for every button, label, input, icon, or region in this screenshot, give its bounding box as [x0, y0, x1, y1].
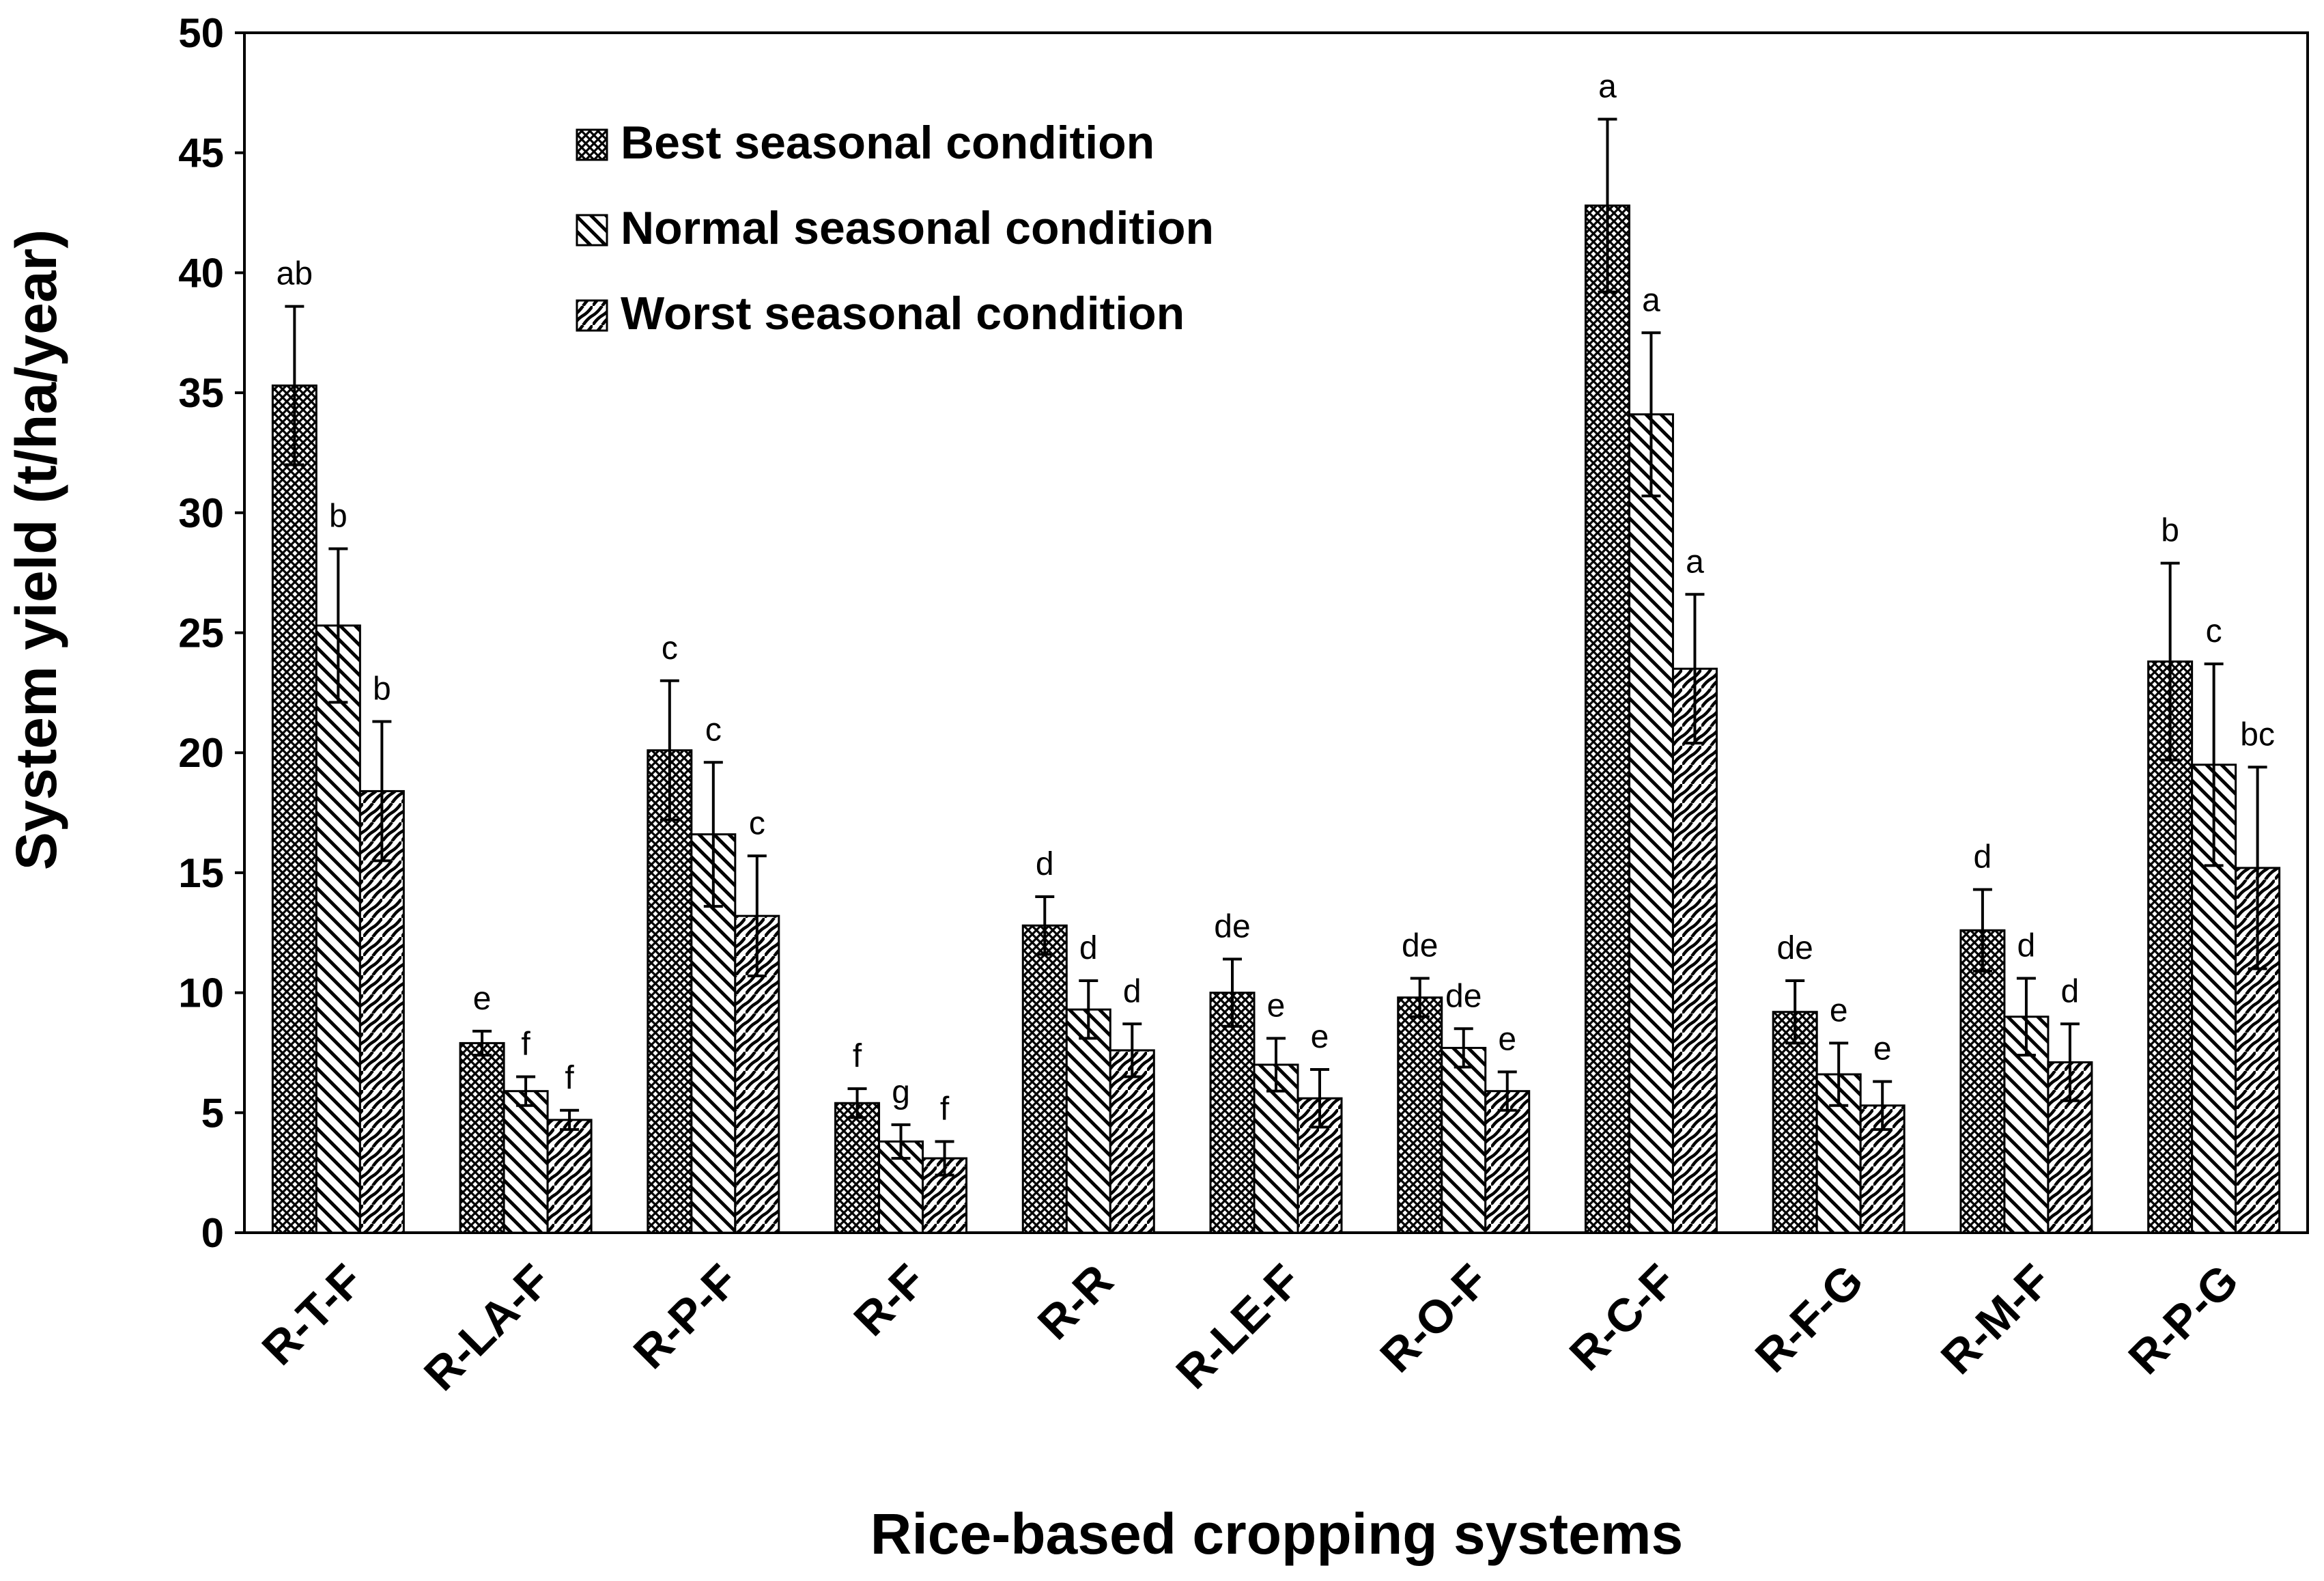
significance-label: e	[1873, 1031, 1892, 1067]
significance-label: c	[749, 805, 765, 841]
significance-label: e	[473, 981, 492, 1017]
significance-label: d	[1036, 846, 1054, 882]
bar	[1859, 1104, 1905, 1234]
y-tick-label: 10	[178, 970, 224, 1016]
legend-label: Worst seasonal condition	[621, 288, 1185, 339]
significance-label: a	[1598, 69, 1617, 105]
significance-label: e	[1830, 992, 1848, 1029]
x-category-label: R-C-F	[1559, 1255, 1686, 1381]
x-category-label: R-T-F	[252, 1255, 373, 1375]
x-category-label: R-F	[844, 1255, 935, 1346]
x-category-label: R-M-F	[1931, 1255, 2061, 1384]
bar	[546, 1119, 593, 1234]
y-tick-label: 25	[178, 611, 224, 656]
legend-swatch	[576, 214, 608, 247]
significance-label: de	[1402, 928, 1438, 964]
significance-label: bc	[2240, 716, 2275, 753]
significance-label: ab	[277, 256, 313, 292]
bar	[1253, 1063, 1299, 1234]
y-tick-label: 50	[178, 10, 224, 56]
bar	[1584, 204, 1630, 1234]
legend-label: Normal seasonal condition	[621, 202, 1214, 254]
y-tick-label: 0	[201, 1210, 224, 1256]
x-category-label: R-P-G	[2118, 1255, 2248, 1384]
significance-label: f	[940, 1091, 950, 1127]
x-category-label: R-LA-F	[414, 1255, 561, 1401]
significance-label: b	[2161, 513, 2179, 549]
bar	[1397, 996, 1443, 1234]
bar	[1441, 1046, 1487, 1234]
bar	[502, 1090, 549, 1234]
y-axis-title: System yield (t/ha/year)	[4, 229, 68, 870]
bar	[1109, 1049, 1155, 1234]
significance-label: b	[329, 499, 348, 535]
y-tick-label: 35	[178, 370, 224, 416]
y-tick-label: 20	[178, 730, 224, 776]
bar	[1772, 1011, 1818, 1234]
significance-label: f	[853, 1038, 862, 1074]
significance-label: e	[1311, 1019, 1329, 1055]
legend-swatch	[576, 128, 608, 161]
x-axis-title: Rice-based cropping systems	[870, 1502, 1683, 1566]
x-category-label: R-R	[1028, 1255, 1123, 1349]
significance-label: a	[1686, 544, 1704, 580]
y-tick-label: 5	[201, 1090, 224, 1136]
bar	[315, 624, 361, 1234]
bar	[647, 749, 693, 1234]
significance-label: d	[1123, 973, 1142, 1009]
bar	[2047, 1061, 2093, 1234]
y-tick-label: 45	[178, 130, 224, 176]
x-category-label: R-LE-F	[1166, 1255, 1310, 1399]
significance-label: de	[1776, 930, 1813, 966]
bar	[834, 1102, 881, 1234]
significance-label: f	[565, 1060, 574, 1096]
significance-label: d	[2017, 928, 2036, 964]
significance-label: e	[1498, 1022, 1516, 1058]
x-category-label: R-F-G	[1746, 1255, 1873, 1382]
bar	[1021, 924, 1068, 1234]
bar	[1628, 413, 1674, 1234]
y-tick-label: 40	[178, 250, 224, 296]
significance-label: d	[1974, 839, 1992, 875]
significance-label: de	[1445, 978, 1482, 1014]
significance-label: b	[373, 671, 391, 708]
bar	[1671, 667, 1718, 1234]
y-tick-label: 30	[178, 490, 224, 536]
significance-label: f	[521, 1026, 530, 1063]
y-tick-label: 15	[178, 850, 224, 896]
significance-label: de	[1214, 908, 1250, 945]
bar	[922, 1157, 968, 1234]
bar	[1484, 1090, 1531, 1234]
significance-label: a	[1642, 282, 1660, 318]
legend-swatch	[576, 299, 608, 332]
significance-label: g	[892, 1074, 910, 1110]
significance-label: c	[2206, 613, 2222, 649]
bar	[459, 1041, 505, 1234]
significance-label: e	[1267, 988, 1286, 1024]
legend-label: Best seasonal condition	[621, 117, 1154, 169]
bar	[271, 384, 317, 1234]
x-category-label: R-P-F	[623, 1255, 748, 1379]
x-category-label: R-O-F	[1370, 1255, 1498, 1382]
bar	[1065, 1008, 1111, 1234]
significance-label: c	[705, 712, 722, 748]
bar	[1209, 992, 1256, 1234]
significance-label: d	[2061, 973, 2080, 1009]
bar	[1959, 929, 2006, 1234]
significance-label: d	[1079, 930, 1098, 966]
significance-label: c	[662, 630, 678, 667]
